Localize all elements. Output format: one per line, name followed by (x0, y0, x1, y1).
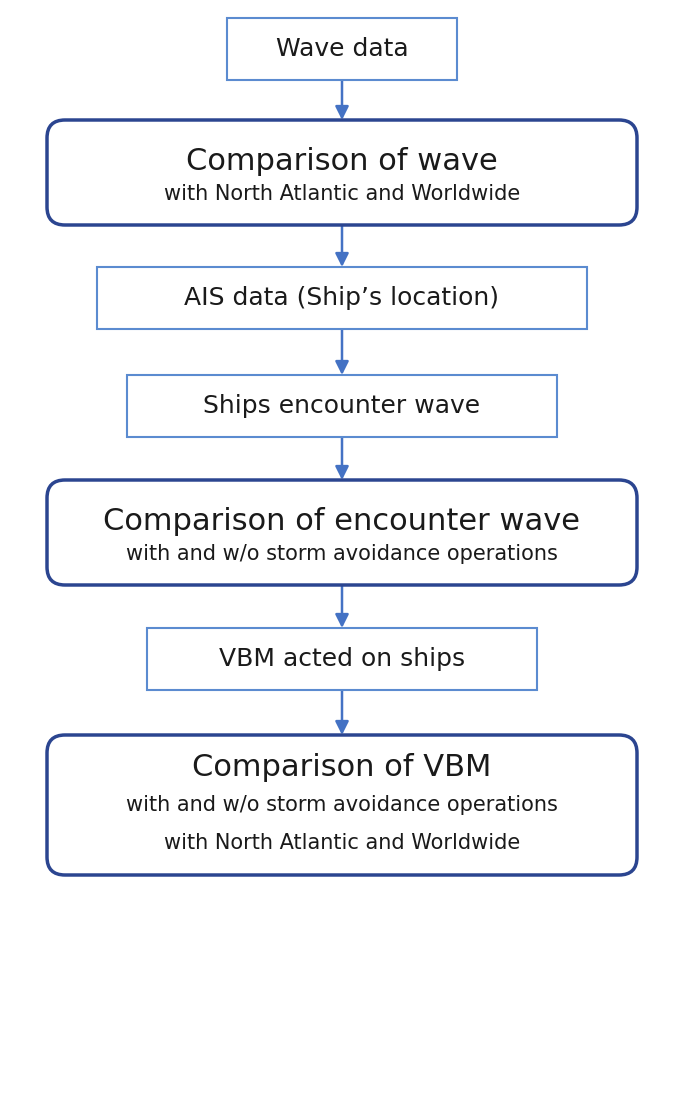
Text: VBM acted on ships: VBM acted on ships (219, 647, 465, 671)
Text: Wave data: Wave data (275, 37, 408, 61)
Text: Comparison of wave: Comparison of wave (186, 147, 498, 177)
FancyBboxPatch shape (127, 375, 557, 437)
FancyBboxPatch shape (47, 735, 637, 875)
Text: AIS data (Ship’s location): AIS data (Ship’s location) (184, 286, 499, 310)
FancyBboxPatch shape (97, 267, 587, 329)
Text: Comparison of VBM: Comparison of VBM (192, 753, 492, 782)
FancyBboxPatch shape (147, 627, 537, 690)
Text: Comparison of encounter wave: Comparison of encounter wave (103, 508, 580, 536)
Text: with and w/o storm avoidance operations: with and w/o storm avoidance operations (126, 543, 558, 564)
Text: with North Atlantic and Worldwide: with North Atlantic and Worldwide (164, 183, 520, 204)
Text: with and w/o storm avoidance operations: with and w/o storm avoidance operations (126, 795, 558, 815)
FancyBboxPatch shape (227, 18, 457, 80)
Text: with North Atlantic and Worldwide: with North Atlantic and Worldwide (164, 833, 520, 852)
FancyBboxPatch shape (47, 120, 637, 225)
FancyBboxPatch shape (47, 480, 637, 585)
Text: Ships encounter wave: Ships encounter wave (203, 394, 481, 418)
